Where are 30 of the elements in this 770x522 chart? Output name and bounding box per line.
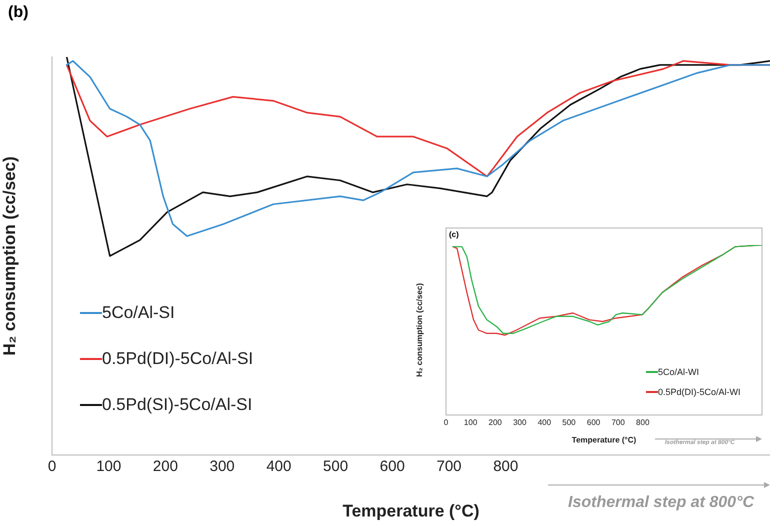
y-axis-title: H₂ consumption (cc/sec) <box>415 282 424 377</box>
x-axis-title: Temperature (°C) <box>572 435 637 444</box>
text: Isothermal step at 800°C <box>568 494 754 512</box>
x-tick-label: 300 <box>210 458 235 476</box>
x-tick-label: 500 <box>323 458 348 476</box>
x-tick-label: 400 <box>538 418 552 428</box>
x-tick-label: 500 <box>562 418 576 428</box>
y-axis-title: H₂ consumption (cc/sec) <box>0 156 19 356</box>
legend-label: 0.5Pd(SI)-5Co/Al-SI <box>102 395 252 415</box>
x-tick-label: 0 <box>444 418 449 428</box>
legend-label: 0.5Pd(DI)-5Co/Al-WI <box>658 387 741 397</box>
x-tick-label: 600 <box>380 458 405 476</box>
x-tick-label: 100 <box>464 418 478 428</box>
x-tick-label: 800 <box>493 458 518 476</box>
x-tick-label: 200 <box>488 418 502 428</box>
x-axis-title: Temperature (°C) <box>342 501 480 520</box>
x-tick-label: 800 <box>636 418 650 428</box>
x-tick-label: 400 <box>266 458 292 476</box>
x-tick-label: 700 <box>611 418 626 428</box>
chart-title: (b) <box>8 4 28 22</box>
chart-title: (c) <box>449 230 459 239</box>
legend-label: 5Co/Al-SI <box>102 303 175 323</box>
x-tick-label: 100 <box>96 458 122 476</box>
x-tick-label: 600 <box>586 418 601 428</box>
x-tick-label: 700 <box>436 458 462 476</box>
x-tick-label: 0 <box>48 458 56 476</box>
x-tick-label: 200 <box>152 458 178 476</box>
legend-label: 5Co/Al-WI <box>658 367 700 377</box>
legend-label: 0.5Pd(DI)-5Co/Al-SI <box>102 349 254 369</box>
x-tick-label: 300 <box>513 418 527 428</box>
